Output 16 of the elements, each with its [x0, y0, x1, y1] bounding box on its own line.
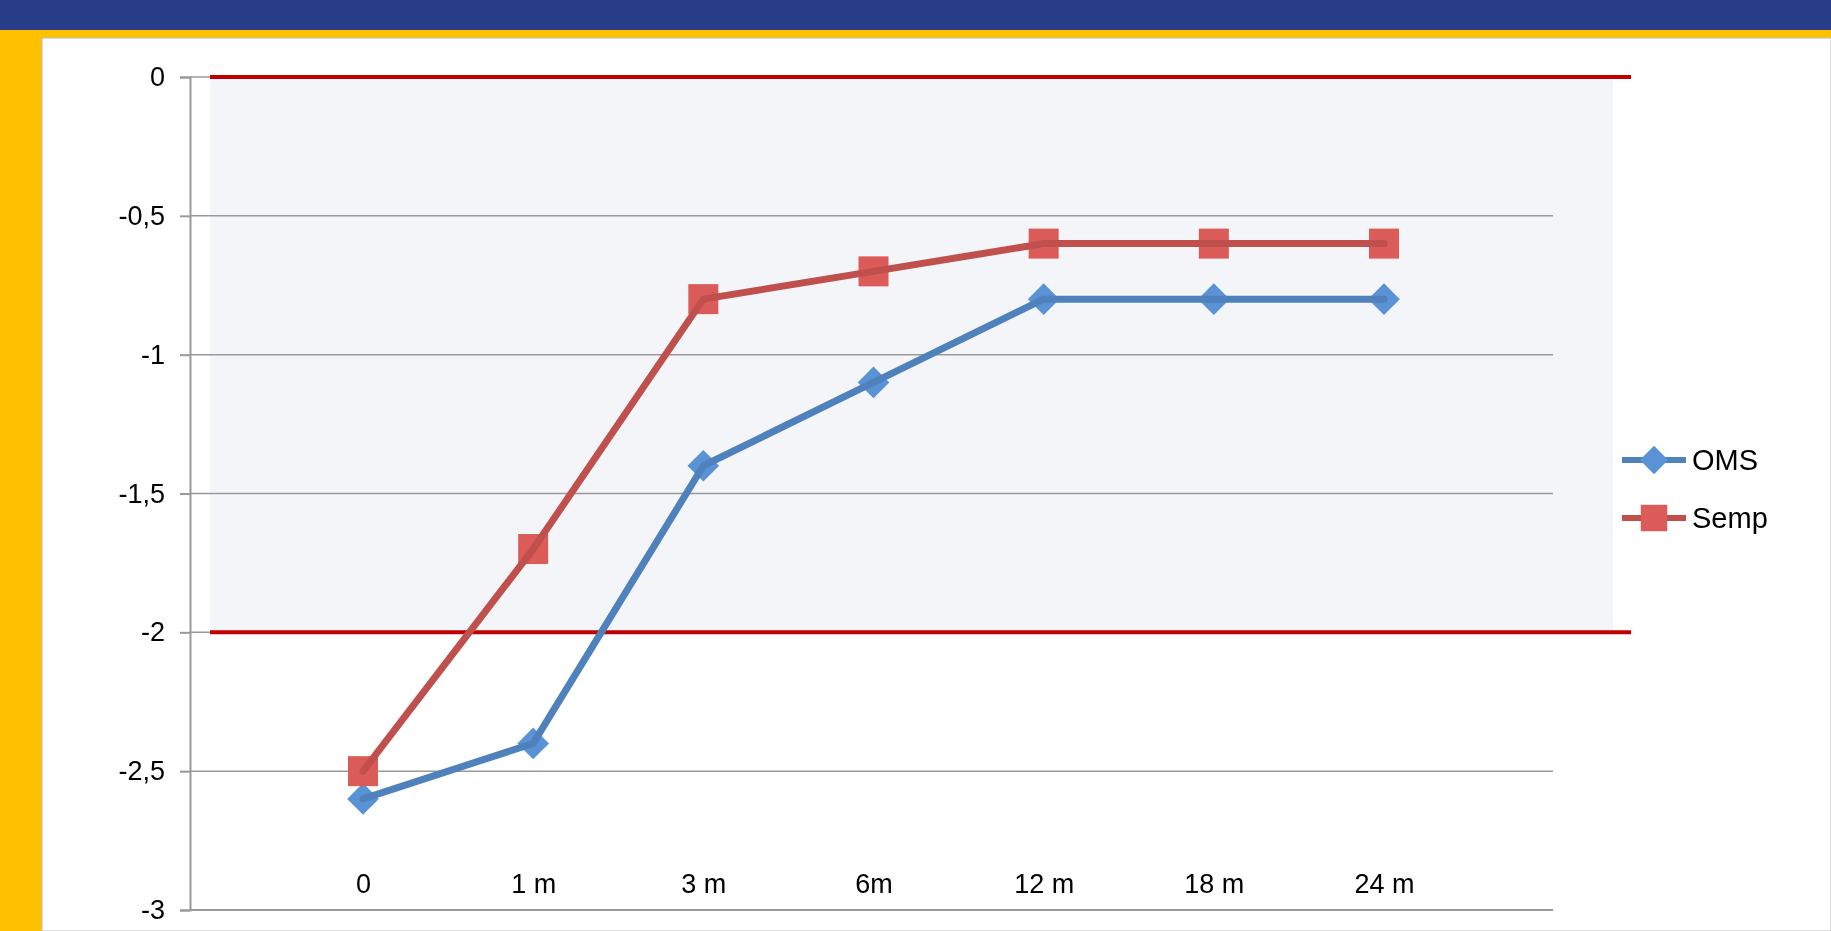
x-tick-label: 0: [355, 869, 372, 900]
y-tick-label: 0: [149, 62, 165, 93]
y-tick-label: -2: [140, 617, 165, 648]
x-tick-label: 12 m: [1014, 869, 1075, 900]
legend-label: Semp: [1692, 502, 1768, 534]
y-tick-label: -3: [140, 895, 165, 926]
x-tick-label: 3 m: [681, 869, 727, 900]
y-tick-label: -2,5: [118, 756, 165, 787]
x-tick-label: 1 m: [511, 869, 557, 900]
x-tick-label: 24 m: [1354, 869, 1415, 900]
x-tick-label: 6m: [855, 869, 893, 900]
y-tick-label: -1: [140, 339, 165, 370]
y-tick-label: -0,5: [118, 200, 165, 231]
x-tick-label: 18 m: [1184, 869, 1245, 900]
legend-label: OMS: [1692, 444, 1759, 476]
y-tick-label: -1,5: [118, 478, 165, 509]
